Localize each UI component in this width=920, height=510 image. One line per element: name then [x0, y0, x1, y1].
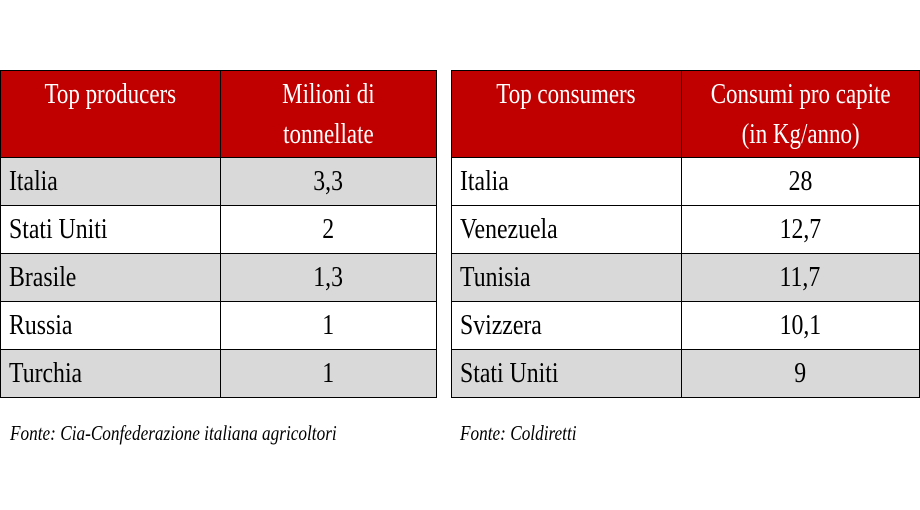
consumer-country: Svizzera [451, 301, 682, 350]
producers-header-row: Top producers Milioni di tonnellate [0, 70, 438, 158]
producer-country: Stati Uniti [0, 205, 221, 254]
consumer-value: 28 [680, 157, 920, 206]
producers-source-note: Fonte: Cia-Confederazione italiana agric… [10, 421, 337, 445]
consumers-header-value: Consumi pro capite (in Kg/anno) [680, 70, 920, 158]
producers-table: Top producers Milioni di tonnellate Ital… [0, 70, 438, 398]
consumer-country: Tunisia [451, 253, 682, 302]
consumer-value: 10,1 [680, 301, 920, 350]
table-row: Stati Uniti 2 [0, 205, 438, 254]
table-row: Tunisia 11,7 [451, 253, 920, 302]
table-row: Venezuela 12,7 [451, 205, 920, 254]
producer-country: Brasile [0, 253, 221, 302]
consumer-country: Stati Uniti [451, 349, 682, 398]
consumer-value: 11,7 [680, 253, 920, 302]
consumers-header-country: Top consumers [451, 70, 682, 158]
producer-value: 1 [219, 301, 438, 350]
consumer-country: Italia [451, 157, 682, 206]
producer-value: 2 [219, 205, 438, 254]
consumer-value: 12,7 [680, 205, 920, 254]
producer-value: 1,3 [219, 253, 438, 302]
producer-value: 3,3 [219, 157, 438, 206]
table-row: Italia 28 [451, 157, 920, 206]
producers-header-value: Milioni di tonnellate [219, 70, 438, 158]
producer-country: Turchia [0, 349, 221, 398]
table-row: Russia 1 [0, 301, 438, 350]
table-row: Brasile 1,3 [0, 253, 438, 302]
consumers-source-note: Fonte: Coldiretti [460, 421, 577, 445]
table-row: Turchia 1 [0, 349, 438, 398]
table-row: Svizzera 10,1 [451, 301, 920, 350]
producer-country: Russia [0, 301, 221, 350]
consumer-country: Venezuela [451, 205, 682, 254]
consumers-table: Top consumers Consumi pro capite (in Kg/… [451, 70, 920, 398]
consumers-header-row: Top consumers Consumi pro capite (in Kg/… [451, 70, 920, 158]
producer-country: Italia [0, 157, 221, 206]
table-row: Stati Uniti 9 [451, 349, 920, 398]
table-row: Italia 3,3 [0, 157, 438, 206]
producers-header-country: Top producers [0, 70, 221, 158]
producer-value: 1 [219, 349, 438, 398]
consumer-value: 9 [680, 349, 920, 398]
